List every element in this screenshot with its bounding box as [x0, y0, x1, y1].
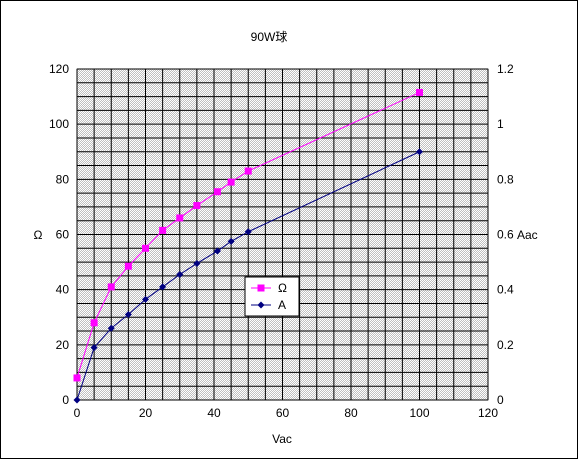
legend-label: Ω [278, 281, 287, 295]
data-point [244, 228, 252, 236]
series-1 [73, 148, 423, 404]
legend-label: A [278, 298, 286, 312]
data-point [193, 202, 201, 210]
x-tick-label: 120 [478, 406, 498, 420]
y-left-tick-label: 100 [49, 117, 69, 131]
y-right-tick-label: 0.6 [497, 228, 514, 242]
data-point [227, 178, 235, 186]
y-right-tick-label: 0.2 [497, 338, 514, 352]
data-point [213, 188, 221, 196]
y-right-tick-label: 0 [497, 393, 504, 407]
y-right-tick-label: 1 [497, 117, 504, 131]
y-left-tick-label: 60 [56, 228, 70, 242]
data-point [176, 214, 184, 222]
y-left-tick-label: 0 [62, 393, 69, 407]
legend-marker [257, 284, 265, 292]
data-point [227, 237, 235, 245]
data-point [159, 226, 167, 234]
series-line [76, 151, 420, 401]
data-point [213, 247, 221, 255]
legend-marker [257, 301, 265, 309]
data-point [107, 324, 115, 332]
data-point [176, 270, 184, 278]
data-point [193, 259, 201, 267]
y-right-tick-label: 0.4 [497, 283, 514, 297]
x-tick-label: 100 [409, 406, 429, 420]
data-point [124, 262, 132, 270]
y-right-tick-label: 1.2 [497, 62, 514, 76]
data-point [90, 319, 98, 327]
legend: ΩA [244, 276, 300, 317]
y-axis-left-label: Ω [34, 228, 43, 242]
y-axis-right-label: Aac [517, 228, 538, 242]
chart-title: 90W球 [251, 30, 288, 44]
x-tick-label: 0 [74, 406, 81, 420]
x-tick-label: 20 [139, 406, 153, 420]
y-left-tick-label: 20 [56, 338, 70, 352]
data-point [124, 310, 132, 318]
x-tick-label: 40 [207, 406, 221, 420]
data-point [90, 344, 98, 352]
data-point [73, 396, 81, 404]
x-tick-label: 80 [344, 406, 358, 420]
data-point [244, 167, 252, 175]
y-left-tick-label: 40 [56, 283, 70, 297]
series-0 [73, 88, 423, 382]
legend-box [244, 276, 300, 317]
y-right-tick-label: 0.8 [497, 172, 514, 186]
data-point [142, 295, 149, 303]
data-point [416, 88, 423, 96]
axes: 0 20 40 60 80 100 12002040608010012000.20.40.6… [49, 62, 514, 420]
x-tick-label: 60 [276, 406, 290, 420]
y-left-tick-label: 120 [49, 62, 69, 76]
series-group [73, 88, 423, 404]
x-axis-label: Vac [272, 432, 292, 446]
data-point [159, 283, 167, 291]
data-point [416, 148, 423, 156]
y-left-tick-label: 80 [56, 172, 70, 186]
data-point [107, 283, 115, 291]
data-point [73, 374, 81, 382]
data-point [142, 244, 149, 252]
